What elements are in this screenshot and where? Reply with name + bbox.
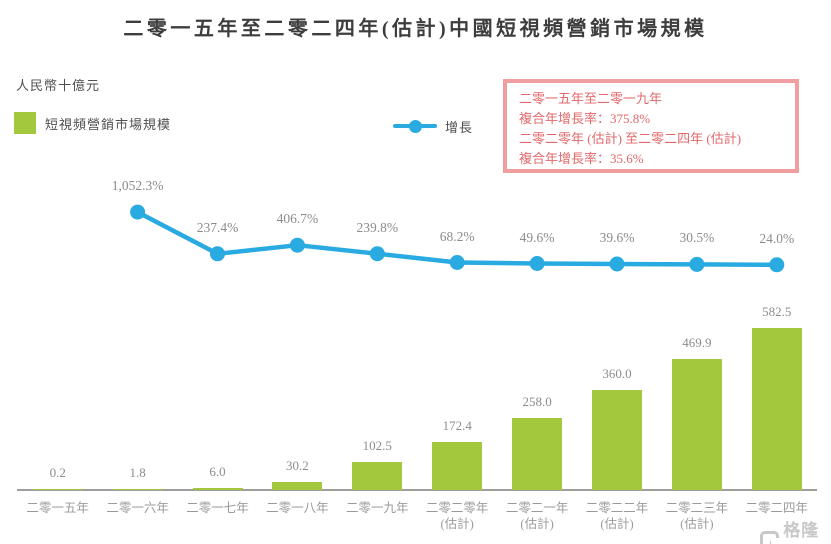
growth-value-label: 30.5%: [679, 230, 715, 246]
x-axis-label: 二零一九年: [346, 501, 409, 515]
y-axis-unit-label: 人民幣十億元: [16, 78, 101, 93]
bar-6: [432, 442, 483, 490]
bar-value-label: 1.8: [129, 465, 146, 480]
x-axis-label: 二零一六年: [106, 501, 169, 515]
bar-value-label: 102.5: [362, 438, 392, 453]
cagr-rate-2: 複合年增長率：35.6%: [519, 151, 644, 166]
growth-value-label: 49.6%: [519, 229, 555, 245]
cagr-period-1: 二零一五年至二零一九年: [519, 91, 663, 106]
growth-value-label: 68.2%: [439, 228, 475, 244]
x-axis-label: 二零一七年: [186, 501, 249, 515]
bar-value-label: 360.0: [602, 366, 632, 381]
growth-value-label: 39.6%: [599, 230, 635, 245]
bar-value-label: 258.0: [522, 394, 552, 409]
gelonghui-logo-icon: [760, 530, 781, 544]
cagr-annotation-box: 二零一五年至二零一九年 複合年增長率：375.8% 二零二零年 (估計) 至二零…: [503, 79, 799, 173]
cagr-period-2: 二零二零年 (估計) 至二零二四年 (估計): [519, 131, 742, 146]
bar-8: [592, 390, 642, 490]
growth-point-8: [689, 256, 705, 272]
growth-point-9: [769, 257, 785, 273]
x-axis-label: 二零二二年 (估計): [585, 501, 649, 531]
bar-10: [751, 328, 802, 490]
line-series-glyph-icon: [393, 119, 437, 133]
bar-2: [112, 489, 163, 490]
growth-point-4: [369, 246, 385, 262]
bar-4: [272, 482, 323, 490]
growth-value-label: 406.7%: [276, 211, 319, 227]
x-axis-label: 二零一八年: [266, 501, 329, 515]
bar-value-label: 469.9: [682, 335, 712, 350]
bar-5: [352, 462, 403, 490]
x-axis-label: 二零二三年 (估計): [665, 501, 729, 531]
growth-point-6: [529, 256, 545, 271]
cagr-rate-1: 複合年增長率：375.8%: [519, 111, 651, 126]
x-axis-label: 二零二零年 (估計): [425, 501, 489, 531]
growth-value-label: 237.4%: [196, 219, 239, 235]
bar-9: [671, 359, 722, 490]
x-axis-label: 二零二四年: [745, 501, 809, 515]
x-axis-label: 二零一五年: [26, 501, 89, 515]
growth-point-1: [130, 204, 146, 220]
bar-1: [32, 489, 83, 490]
watermark-text: 格隆汇: [783, 521, 820, 540]
growth-point-3: [289, 237, 305, 253]
growth-point-2: [210, 246, 225, 262]
bar-series-label: 短視頻營銷市場規模: [45, 116, 172, 132]
bar-value-label: 582.5: [762, 304, 792, 319]
growth-value-label: 24.0%: [759, 230, 795, 246]
bar-value-label: 0.2: [49, 465, 66, 480]
legend-item-growth: 增長: [393, 116, 473, 136]
bar-value-label: 30.2: [286, 458, 309, 473]
growth-point-5: [449, 255, 465, 270]
line-series-dot-icon: [408, 119, 422, 133]
chart-title: 二零一五年至二零二四年(估計)中國短視頻營銷市場規模: [123, 18, 708, 40]
bar-7: [512, 418, 563, 490]
growth-value-label: 239.8%: [356, 219, 399, 235]
growth-point-7: [609, 256, 625, 272]
bar-value-label: 172.4: [442, 418, 472, 433]
bar-value-label: 6.0: [209, 464, 226, 479]
legend-item-market-size: 短視頻營銷市場規模: [14, 112, 171, 134]
bar-3: [192, 488, 243, 490]
bar-series-swatch: [14, 112, 36, 134]
watermark: 格隆汇: [760, 516, 831, 544]
growth-value-label: 1,052.3%: [111, 178, 164, 194]
line-series-label: 增長: [445, 119, 474, 135]
x-axis-label: 二零二一年 (估計): [505, 501, 569, 531]
x-axis-line: [17, 489, 817, 491]
